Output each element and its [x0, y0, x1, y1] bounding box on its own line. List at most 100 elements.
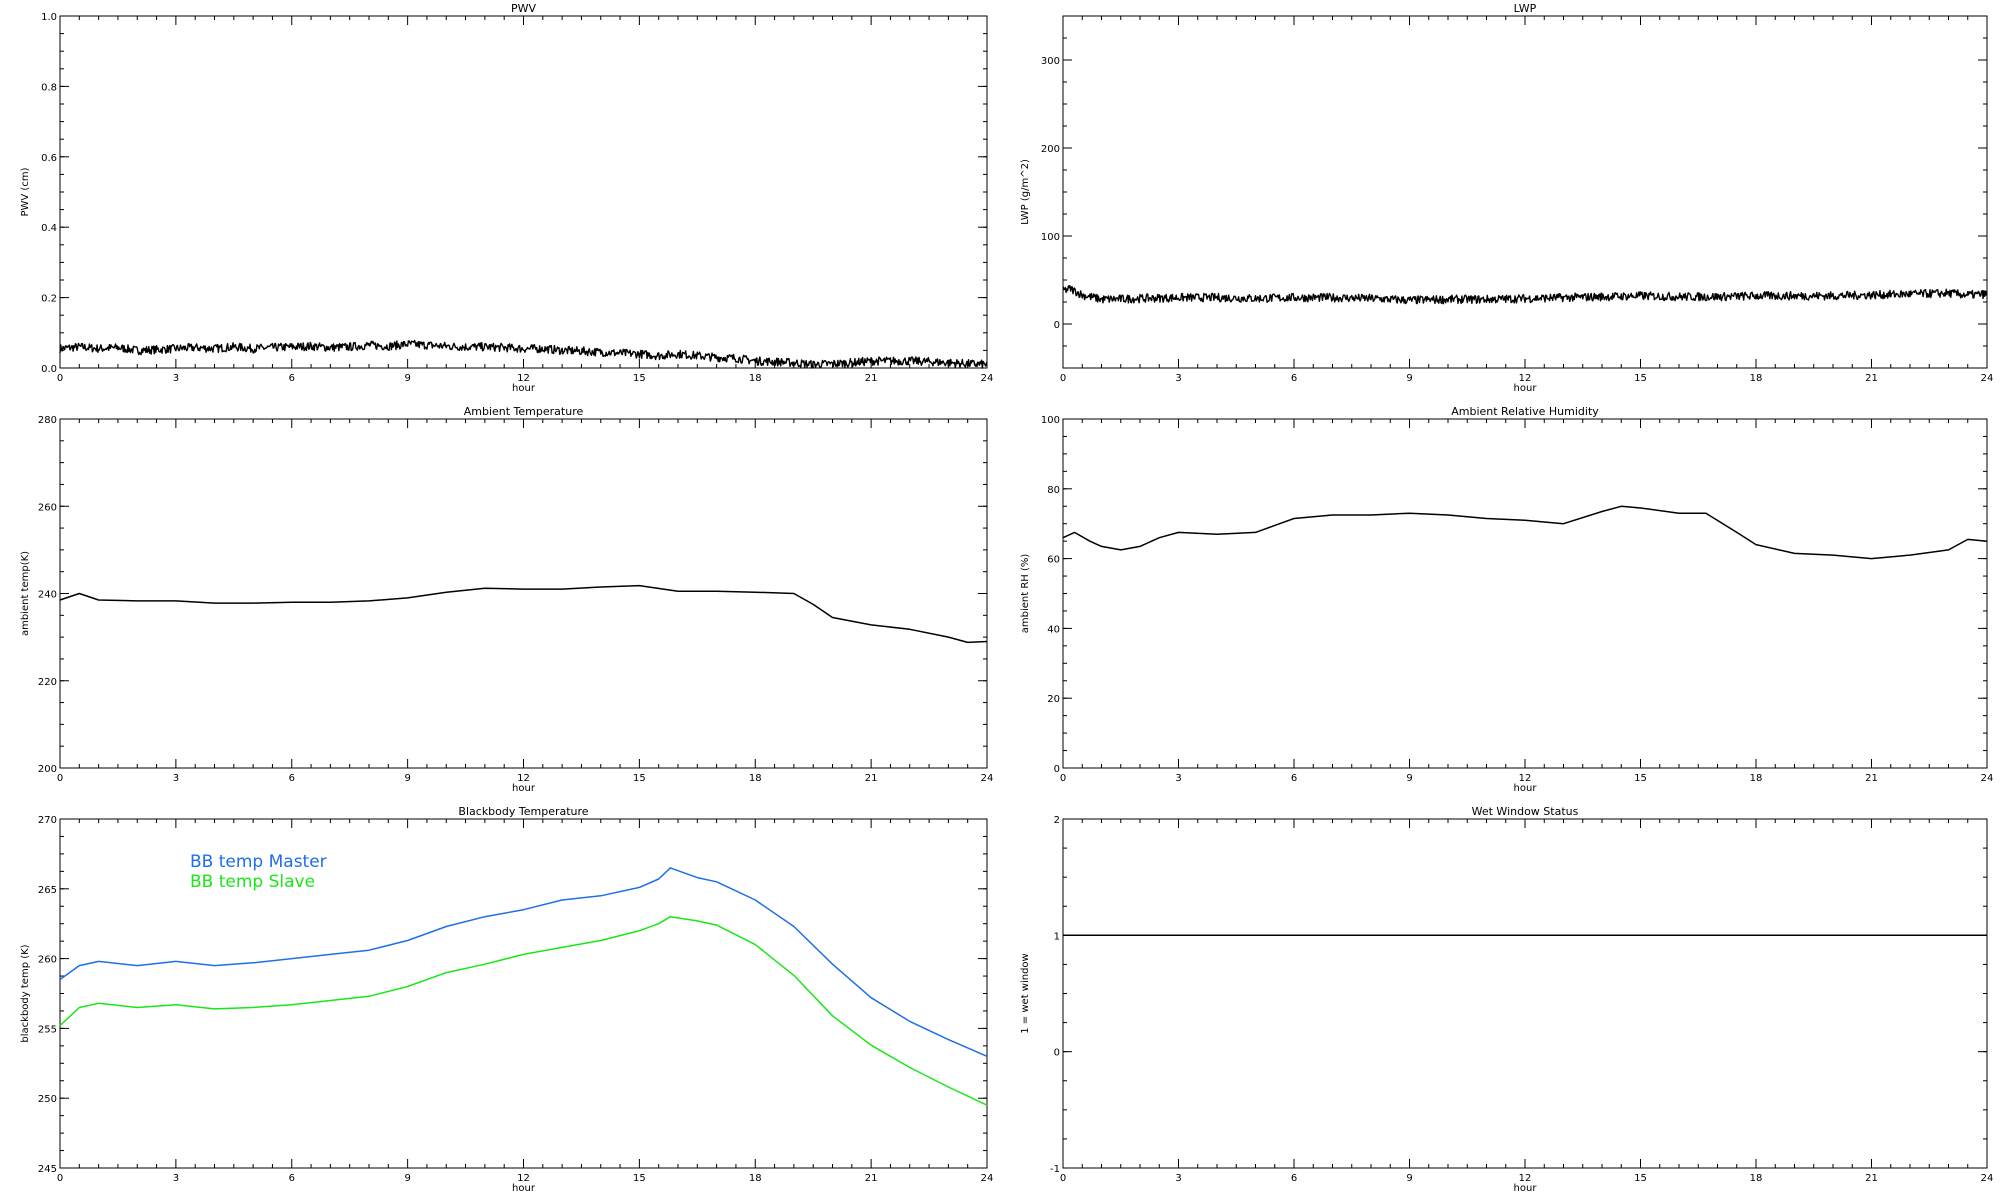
y-tick-label: 0 — [1054, 764, 1060, 775]
chart-title: Ambient Relative Humidity — [1451, 405, 1599, 418]
plot-frame — [59, 418, 988, 769]
x-tick-label: 0 — [1060, 773, 1066, 784]
series-line-bb-temp-master — [59, 867, 988, 1057]
x-tick-label: 24 — [1981, 773, 1994, 784]
plot-frame — [1062, 418, 1988, 769]
x-tick-label: 21 — [1865, 373, 1878, 384]
x-tick-label: 3 — [1175, 373, 1181, 384]
chart-pwv: PWV 0 3 6 9 12 15 18 21 24 hour 0.0 0.2 0.4 0.6 0.8 1.0 P… — [0, 0, 1000, 400]
y-tick-label: 100 — [1041, 232, 1060, 243]
x-tick-label: 9 — [404, 773, 410, 784]
y-tick-label: 200 — [38, 764, 57, 775]
y-tick-label: -1 — [1050, 1164, 1060, 1175]
legend-entry-bb-temp-master: BB temp Master — [190, 852, 327, 872]
y-tick-label: 0 — [1054, 1048, 1060, 1059]
y-tick-label: 2 — [1054, 815, 1060, 826]
x-tick-label: 12 — [1519, 773, 1532, 784]
chart-wet-window-status: Wet Window Status 0 3 6 9 12 15 18 21 24 hour -1 0 1 2… — [1000, 800, 2000, 1200]
plot-frame — [1062, 15, 1988, 369]
x-tick-label: 9 — [404, 1173, 410, 1184]
x-tick-label: 15 — [1634, 773, 1647, 784]
y-tick-label: 220 — [38, 677, 57, 688]
chart-blackbody-temperature: Blackbody Temperature 0 3 6 9 12 15 18 21 24 hour 2… — [0, 800, 1000, 1200]
x-tick-label: 3 — [173, 1173, 179, 1184]
chart-svg: PWV 0 3 6 9 12 15 18 21 24 hour 0.0 0.2 0.4 0.6 0.8 1.0 P… — [20, 2, 994, 394]
x-tick-label: 18 — [1750, 773, 1763, 784]
y-tick-label: 245 — [38, 1164, 57, 1175]
y-tick-label: 265 — [38, 885, 57, 896]
x-tick-label: 6 — [1291, 1173, 1297, 1184]
y-tick-label: 1 — [1054, 931, 1060, 942]
x-axis-label: hour — [512, 383, 536, 394]
x-tick-label: 6 — [1291, 773, 1297, 784]
y-axis-label: 1 = wet window — [1020, 953, 1031, 1033]
x-tick-label: 12 — [1519, 1173, 1532, 1184]
series-line — [1062, 505, 1988, 560]
y-tick-label: 0.8 — [41, 82, 57, 93]
chart-title: Ambient Temperature — [464, 405, 584, 418]
y-tick-label: 100 — [1041, 415, 1060, 426]
chart-title: Wet Window Status — [1472, 805, 1579, 818]
x-tick-label: 12 — [517, 373, 530, 384]
x-tick-label: 9 — [1406, 1173, 1412, 1184]
x-axis-label: hour — [512, 783, 536, 794]
x-tick-label: 18 — [749, 1173, 762, 1184]
x-tick-label: 24 — [981, 373, 994, 384]
x-tick-label: 12 — [517, 1173, 530, 1184]
chart-ambient-relative-humidity: Ambient Relative Humidity 0 3 6 9 12 15 18 21 24 h… — [1000, 400, 2000, 800]
y-tick-label: 40 — [1047, 624, 1060, 635]
x-tick-label: 24 — [1981, 1173, 1994, 1184]
x-tick-label: 18 — [749, 773, 762, 784]
y-tick-label: 0.4 — [41, 223, 57, 234]
series-line — [1062, 284, 1988, 305]
x-tick-label: 15 — [633, 773, 646, 784]
y-axis-label: PWV (cm) — [20, 167, 31, 216]
chart-svg: Blackbody Temperature 0 3 6 9 12 15 18 21 24 hour 2… — [20, 805, 994, 1194]
x-tick-label: 12 — [1519, 373, 1532, 384]
y-axis-label: ambient RH (%) — [1020, 554, 1031, 634]
x-tick-label: 15 — [633, 1173, 646, 1184]
chart-ambient-temperature: Ambient Temperature 0 3 6 9 12 15 18 21 24 hour 200… — [0, 400, 1000, 800]
chart-svg: Ambient Temperature 0 3 6 9 12 15 18 21 24 hour 200… — [20, 405, 994, 794]
x-axis-label: hour — [1514, 783, 1538, 794]
y-tick-label: 80 — [1047, 485, 1060, 496]
chart-lwp: LWP 0 3 6 9 12 15 18 21 24 hour 0 100 200 300 LWP (g/m^… — [1000, 0, 2000, 400]
y-tick-label: 260 — [38, 955, 57, 966]
x-tick-label: 24 — [981, 1173, 994, 1184]
x-tick-label: 9 — [404, 373, 410, 384]
y-tick-label: 255 — [38, 1024, 57, 1035]
x-tick-label: 6 — [289, 373, 295, 384]
x-tick-label: 15 — [1634, 373, 1647, 384]
x-tick-label: 18 — [1750, 373, 1763, 384]
y-tick-label: 200 — [1041, 144, 1060, 155]
legend-entry-bb-temp-slave: BB temp Slave — [190, 872, 315, 892]
x-axis-label: hour — [512, 1183, 536, 1194]
plot-frame — [59, 15, 988, 369]
y-tick-label: 0.2 — [41, 294, 57, 305]
x-tick-label: 3 — [173, 773, 179, 784]
x-tick-label: 0 — [1060, 1173, 1066, 1184]
y-tick-label: 280 — [38, 415, 57, 426]
y-tick-label: 60 — [1047, 555, 1060, 566]
x-tick-label: 3 — [1175, 1173, 1181, 1184]
x-tick-label: 21 — [865, 1173, 878, 1184]
x-tick-label: 3 — [173, 373, 179, 384]
x-tick-label: 9 — [1406, 373, 1412, 384]
x-tick-label: 18 — [749, 373, 762, 384]
series-line — [59, 339, 988, 369]
x-tick-label: 24 — [1981, 373, 1994, 384]
x-tick-label: 15 — [633, 373, 646, 384]
plot-frame — [1062, 818, 1988, 1169]
y-tick-label: 0.6 — [41, 153, 57, 164]
x-tick-label: 3 — [1175, 773, 1181, 784]
chart-title: LWP — [1514, 2, 1537, 15]
y-tick-label: 0 — [1054, 320, 1060, 331]
x-axis-label: hour — [1514, 1183, 1538, 1194]
x-tick-label: 9 — [1406, 773, 1412, 784]
x-tick-label: 24 — [981, 773, 994, 784]
y-axis-label: ambient temp(K) — [20, 551, 31, 636]
y-tick-label: 0.0 — [41, 364, 57, 375]
x-tick-label: 12 — [517, 773, 530, 784]
